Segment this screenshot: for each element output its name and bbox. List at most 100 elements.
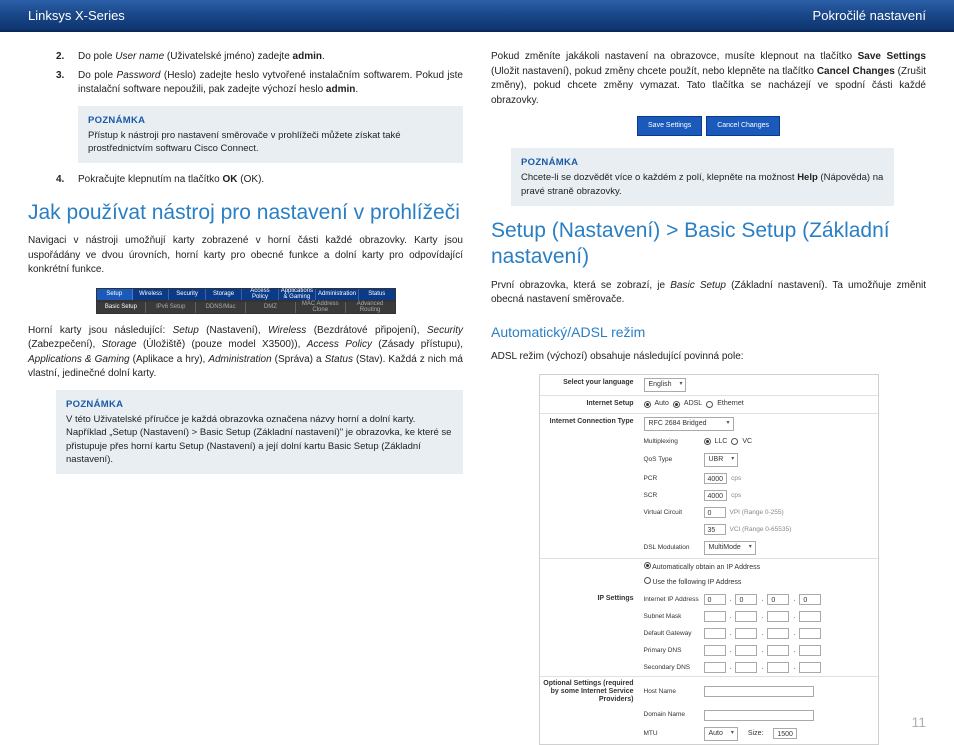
t: admin bbox=[293, 51, 322, 62]
blank bbox=[540, 724, 640, 744]
dns2-field: Secondary DNS... bbox=[640, 659, 878, 676]
mux-field: Multiplexing LLC VC bbox=[640, 434, 878, 450]
t: VPI (Range 0-255) bbox=[730, 508, 784, 517]
t: Subnet Mask bbox=[644, 612, 700, 621]
t: Wireless bbox=[268, 325, 306, 336]
t: OK bbox=[223, 174, 238, 185]
radio-icon bbox=[644, 562, 651, 569]
t: Host Name bbox=[644, 687, 700, 696]
blank bbox=[540, 504, 640, 521]
radio-icon bbox=[673, 401, 680, 408]
tabs-figure: Setup Wireless Security Storage Access P… bbox=[96, 288, 396, 314]
tab-admin: Administration bbox=[316, 289, 359, 300]
dns1-field: Primary DNS... bbox=[640, 642, 878, 659]
blank bbox=[540, 559, 640, 591]
tabs-bottom-row: Basic Setup IPv6 Setup DDNS/Mac DMZ MAC … bbox=[96, 301, 396, 314]
step-text: Do pole User name (Uživatelské jméno) za… bbox=[78, 50, 463, 65]
ip-input bbox=[735, 662, 757, 673]
t: Domain Name bbox=[644, 710, 700, 719]
form-row: MTUAuto Size: 1500 bbox=[540, 724, 878, 744]
conn-type-label: Internet Connection Type bbox=[540, 414, 640, 434]
ip-input bbox=[767, 645, 789, 656]
ip-input: 0 bbox=[735, 594, 757, 605]
t: Automatically obtain an IP Address bbox=[652, 564, 760, 571]
t: (Správa) a bbox=[272, 354, 325, 365]
t: Default Gateway bbox=[644, 629, 700, 638]
tab-status: Status bbox=[359, 289, 394, 300]
heading-basic-setup: Setup (Nastavení) > Basic Setup (Základn… bbox=[491, 218, 926, 271]
header-left: Linksys X-Series bbox=[28, 8, 125, 23]
page-number: 11 bbox=[911, 714, 926, 730]
blank bbox=[540, 521, 640, 538]
note-box-2: POZNÁMKA V této Uživatelské příručce je … bbox=[56, 390, 463, 474]
t: DSL Modulation bbox=[644, 543, 700, 552]
t: Status bbox=[325, 354, 353, 365]
subtab: MAC Address Clone bbox=[296, 302, 346, 313]
internet-setup-label: Internet Setup bbox=[540, 396, 640, 412]
note-title: POZNÁMKA bbox=[88, 114, 453, 127]
pcr-field: PCR4000cps bbox=[640, 470, 878, 487]
pcr-input: 4000 bbox=[704, 473, 728, 484]
qos-field: QoS Type UBR bbox=[640, 450, 878, 470]
t: Access Policy bbox=[307, 339, 372, 350]
form-row: SCR4000cps bbox=[540, 487, 878, 504]
ip-input: 0 bbox=[799, 594, 821, 605]
step-num: 3. bbox=[56, 69, 70, 98]
t: (Úložiště) (pouze model X3500)), bbox=[137, 339, 307, 350]
domain-input bbox=[704, 710, 814, 721]
t: Pokračujte klepnutím na tlačítko bbox=[78, 174, 223, 185]
t: (Uložit nastavení), pokud změny chcete p… bbox=[491, 66, 817, 77]
lang-field: English bbox=[640, 375, 878, 395]
qos-select: UBR bbox=[704, 453, 739, 467]
left-column: 2. Do pole User name (Uživatelské jméno)… bbox=[28, 50, 463, 745]
scr-input: 4000 bbox=[704, 490, 728, 501]
form-row: Default Gateway... bbox=[540, 625, 878, 642]
blank bbox=[540, 434, 640, 450]
mtu-select: Auto bbox=[704, 727, 738, 741]
t: Size: bbox=[748, 729, 764, 739]
paragraph-adsl-fields: ADSL režim (výchozí) obsahuje následujíc… bbox=[491, 350, 926, 365]
ip-input bbox=[735, 645, 757, 656]
subtab: Basic Setup bbox=[97, 302, 147, 313]
cancel-changes-button: Cancel Changes bbox=[706, 116, 780, 136]
note-box-1: POZNÁMKA Přístup k nástroji pro nastaven… bbox=[78, 106, 463, 164]
conn-type-field: RFC 2684 Bridged bbox=[640, 414, 878, 434]
t: Setup bbox=[173, 325, 199, 336]
host-input bbox=[704, 686, 814, 697]
form-row: Select your language English bbox=[540, 375, 878, 395]
form-row: Domain Name bbox=[540, 707, 878, 724]
t: Applications & Gaming bbox=[28, 354, 130, 365]
t: Basic Setup bbox=[670, 280, 726, 291]
t: QoS Type bbox=[644, 455, 700, 464]
paragraph-save-cancel: Pokud změníte jakákoli nastavení na obra… bbox=[491, 50, 926, 108]
page-body: 2. Do pole User name (Uživatelské jméno)… bbox=[0, 32, 954, 745]
t: MTU bbox=[644, 729, 700, 738]
ip-input bbox=[704, 611, 726, 622]
t: (Aplikace a hry), bbox=[130, 354, 209, 365]
mtu-field: MTUAuto Size: 1500 bbox=[640, 724, 878, 744]
ip-mode-field: Automatically obtain an IP Address Use t… bbox=[640, 559, 878, 591]
t: VCI (Range 0-65535) bbox=[730, 525, 792, 534]
note-body: Chcete-li se dozvědět více o každém z po… bbox=[521, 171, 884, 198]
t: SCR bbox=[644, 491, 700, 500]
ip-input bbox=[735, 611, 757, 622]
t: Use the following IP Address bbox=[652, 579, 741, 586]
t: ADSL bbox=[684, 399, 702, 409]
ip-input bbox=[704, 645, 726, 656]
vci-field: 35VCI (Range 0-65535) bbox=[640, 521, 878, 538]
paragraph-nav: Navigaci v nástroji umožňují karty zobra… bbox=[28, 234, 463, 278]
ip-input bbox=[767, 628, 789, 639]
t: Ethernet bbox=[717, 399, 743, 409]
ip-input: 0 bbox=[704, 594, 726, 605]
radio-icon bbox=[706, 401, 713, 408]
form-row: Internet Setup Auto ADSL Ethernet bbox=[540, 395, 878, 412]
form-row: PCR4000cps bbox=[540, 470, 878, 487]
note-title: POZNÁMKA bbox=[66, 398, 453, 411]
buttons-figure: Save Settings Cancel Changes bbox=[491, 116, 926, 136]
scr-field: SCR4000cps bbox=[640, 487, 878, 504]
mode-field: Auto ADSL Ethernet bbox=[640, 396, 878, 412]
lang-label: Select your language bbox=[540, 375, 640, 395]
step-text: Do pole Password (Heslo) zadejte heslo v… bbox=[78, 69, 463, 98]
form-row: QoS Type UBR bbox=[540, 450, 878, 470]
t: Password bbox=[117, 70, 161, 81]
